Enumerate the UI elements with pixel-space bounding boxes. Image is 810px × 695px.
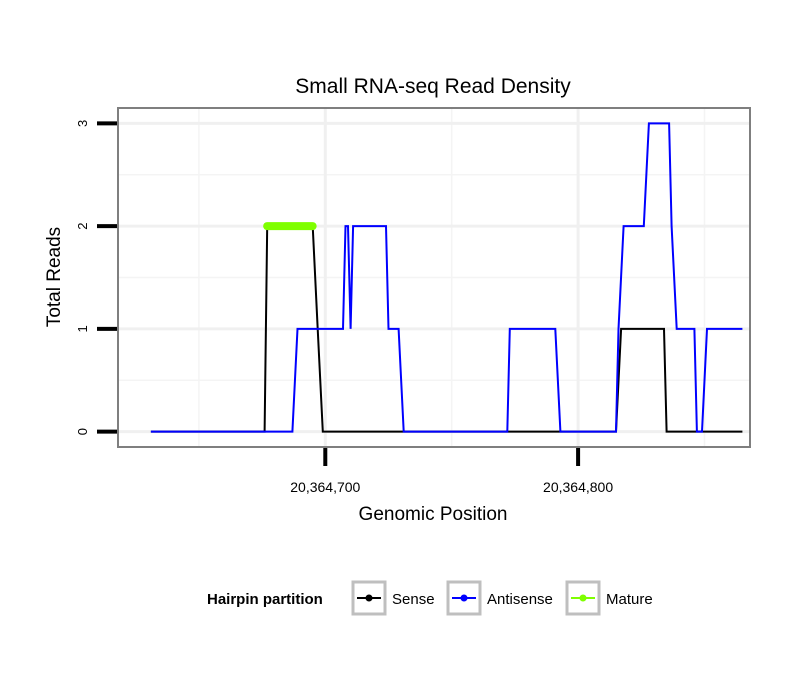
legend-label-antisense: Antisense	[487, 591, 553, 608]
legend-swatch-point-sense	[365, 594, 373, 602]
legend-swatch-point-antisense	[460, 594, 468, 602]
legend-item-mature: Mature	[565, 580, 653, 616]
series-antisense-line	[150, 122, 743, 433]
y-axis-label: Total Reads	[44, 227, 65, 327]
chart-title: Small RNA-seq Read Density	[295, 75, 571, 98]
axes: 0 1 2 3 20,364,700 20,364,800	[75, 120, 613, 495]
legend-title: Hairpin partition	[207, 591, 323, 608]
plot-panel-border	[117, 107, 751, 448]
legend-item-sense: Sense	[351, 580, 435, 616]
x-axis-label: Genomic Position	[359, 504, 508, 525]
legend-item-antisense: Antisense	[446, 580, 553, 616]
x-tick-label-1: 20,364,800	[543, 479, 613, 495]
grid-lines	[118, 108, 750, 447]
x-tick-label-0: 20,364,700	[290, 479, 360, 495]
y-tick-label-0: 0	[75, 428, 90, 435]
legend: Hairpin partition Sense Antisense Mature	[207, 580, 653, 616]
legend-label-sense: Sense	[392, 591, 435, 608]
y-tick-label-3: 3	[75, 120, 90, 127]
series-sense-line	[150, 225, 743, 433]
legend-swatch-point-mature	[579, 594, 587, 602]
y-tick-label-1: 1	[75, 325, 90, 332]
data-series	[150, 122, 743, 433]
y-tick-label-2: 2	[75, 222, 90, 229]
legend-label-mature: Mature	[606, 591, 653, 608]
